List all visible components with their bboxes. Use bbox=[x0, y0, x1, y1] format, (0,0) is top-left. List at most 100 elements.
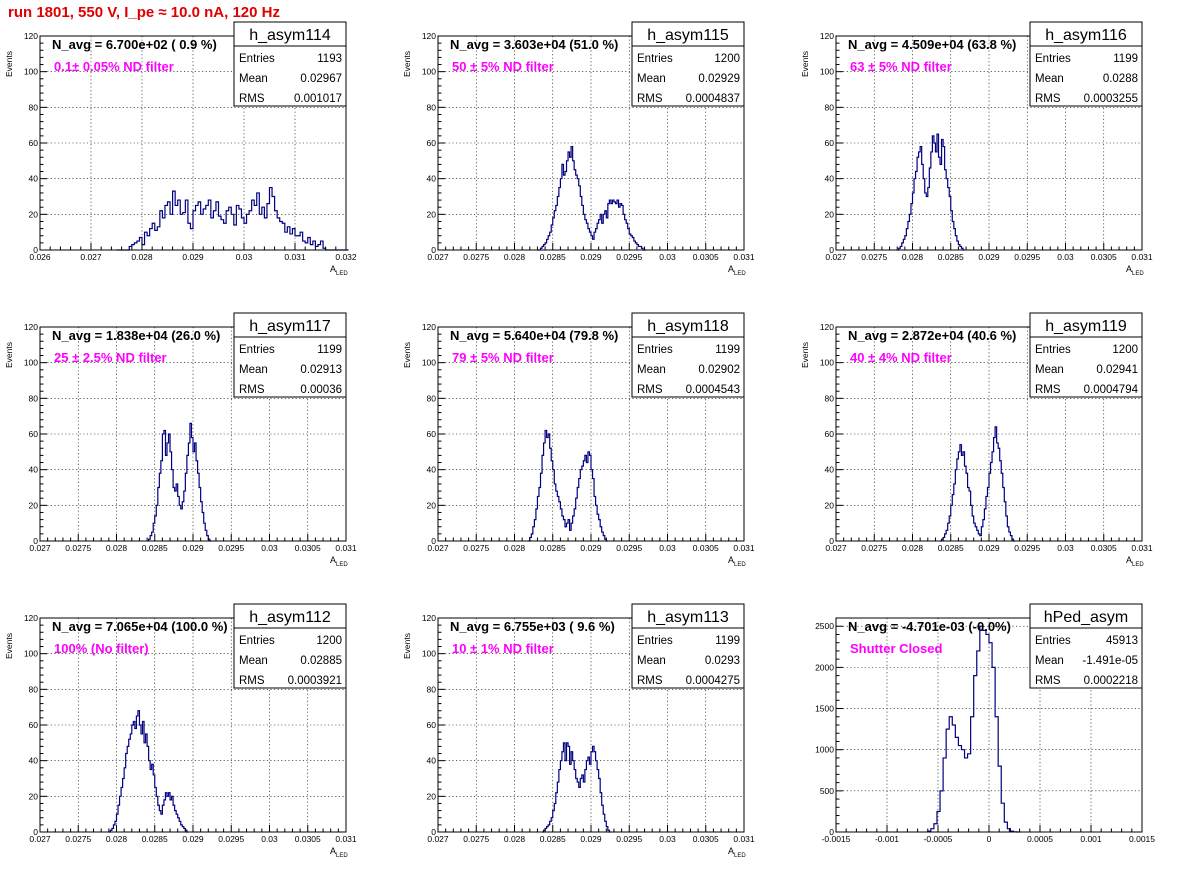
filter-label: 100% (No filter) bbox=[54, 641, 149, 656]
x-axis-label-sub: LED bbox=[336, 562, 348, 568]
x-tick-label: 0.0295 bbox=[1014, 543, 1040, 553]
filter-label: 79 ± 5% ND filter bbox=[452, 350, 554, 365]
y-tick-label: 60 bbox=[29, 429, 39, 439]
n-avg-label: N_avg = 5.640e+04 (79.8 %) bbox=[450, 328, 618, 343]
y-tick-label: 120 bbox=[820, 322, 834, 332]
x-tick-label: 0.03 bbox=[659, 834, 676, 844]
stats-label: Entries bbox=[637, 53, 673, 65]
y-axis-label: Events bbox=[4, 51, 14, 77]
stats-box bbox=[233, 336, 347, 398]
histogram-pad-h_asym115: 0.027 0.0275 0.028 0.0285 0.029 0.0295 0.03 0.0… bbox=[398, 0, 796, 291]
stats-value: 1200 bbox=[714, 53, 740, 65]
y-axis-label: Events bbox=[800, 342, 810, 368]
stats-label: RMS bbox=[637, 384, 663, 396]
histogram-h_asym118: 0.027 0.0275 0.028 0.0285 0.029 0.0295 0.03 0.0… bbox=[402, 312, 755, 568]
stats-label: RMS bbox=[239, 675, 265, 687]
n-avg-label: N_avg = 7.065e+04 (100.0 %) bbox=[52, 619, 228, 634]
x-tick-label: 0.028 bbox=[504, 834, 526, 844]
stats-value: 0.02913 bbox=[300, 364, 342, 376]
filter-label: 0.1± 0.05% ND filter bbox=[54, 59, 174, 74]
n-avg-label: N_avg = 6.700e+02 ( 0.9 %) bbox=[52, 37, 217, 52]
x-tick-label: 0.0015 bbox=[1129, 834, 1155, 844]
stats-title-box bbox=[631, 603, 745, 629]
filter-label: 63 ± 5% ND filter bbox=[850, 59, 952, 74]
x-tick-label: 0.0285 bbox=[142, 543, 168, 553]
x-tick-label: 0.032 bbox=[335, 252, 357, 262]
y-tick-label: 120 bbox=[24, 31, 38, 41]
stats-value: 0.00036 bbox=[300, 384, 342, 396]
x-tick-label: 0.027 bbox=[80, 252, 102, 262]
y-tick-label: 20 bbox=[29, 791, 39, 801]
stats-value: 0.02929 bbox=[698, 73, 740, 85]
histogram-h_asym115: 0.027 0.0275 0.028 0.0285 0.029 0.0295 0.03 0.0… bbox=[402, 21, 755, 277]
x-tick-label: 0.027 bbox=[29, 834, 51, 844]
stats-label: RMS bbox=[239, 93, 265, 105]
y-tick-label: 100 bbox=[422, 67, 436, 77]
y-axis-label: Events bbox=[402, 342, 412, 368]
stats-label: RMS bbox=[1035, 675, 1061, 687]
x-axis-label: ALED bbox=[330, 846, 348, 859]
stats-value: 1200 bbox=[1112, 344, 1138, 356]
x-tick-label: 0.028 bbox=[131, 252, 153, 262]
stats-label: Mean bbox=[637, 655, 666, 667]
x-tick-label: 0.027 bbox=[825, 543, 847, 553]
stats-title: h_asym114 bbox=[249, 27, 331, 44]
x-tick-label: 0.031 bbox=[284, 252, 306, 262]
x-tick-label: 0.0295 bbox=[616, 252, 642, 262]
n-avg-label: N_avg = 4.509e+04 (63.8 %) bbox=[848, 37, 1016, 52]
x-tick-label: 0.027 bbox=[825, 252, 847, 262]
x-tick-label: 0.028 bbox=[504, 543, 526, 553]
x-tick-label: 0.027 bbox=[29, 543, 51, 553]
histogram-line bbox=[927, 625, 1020, 833]
y-tick-label: 80 bbox=[825, 393, 835, 403]
y-tick-label: 60 bbox=[427, 138, 437, 148]
stats-label: Mean bbox=[239, 364, 268, 376]
stats-title-box bbox=[1029, 603, 1143, 629]
stats-value: 1200 bbox=[316, 635, 342, 647]
y-tick-label: 60 bbox=[825, 429, 835, 439]
x-tick-label: -0.001 bbox=[875, 834, 899, 844]
x-axis-label: ALED bbox=[330, 264, 348, 277]
stats-box bbox=[1029, 336, 1143, 398]
stats-label: Mean bbox=[637, 364, 666, 376]
y-tick-label: 40 bbox=[427, 465, 437, 475]
stats-label: Mean bbox=[239, 655, 268, 667]
y-tick-label: 40 bbox=[825, 174, 835, 184]
x-tick-label: 0.028 bbox=[902, 543, 924, 553]
filter-label: 25 ± 2.5% ND filter bbox=[54, 350, 167, 365]
y-tick-label: 40 bbox=[825, 465, 835, 475]
y-tick-label: 60 bbox=[427, 720, 437, 730]
filter-label: 10 ± 1% ND filter bbox=[452, 641, 554, 656]
y-tick-label: 100 bbox=[24, 649, 38, 659]
x-tick-label: 0.0295 bbox=[218, 543, 244, 553]
x-axis-label: ALED bbox=[728, 264, 746, 277]
y-tick-label: 40 bbox=[427, 174, 437, 184]
stats-box bbox=[631, 45, 745, 107]
run-title: run 1801, 550 V, I_pe ≈ 10.0 nA, 120 Hz bbox=[8, 4, 280, 21]
x-tick-label: 0.0275 bbox=[65, 543, 91, 553]
x-axis-label: ALED bbox=[728, 555, 746, 568]
x-tick-label: 0.0285 bbox=[540, 543, 566, 553]
x-tick-label: 0.0295 bbox=[616, 543, 642, 553]
y-tick-label: 20 bbox=[825, 209, 835, 219]
stats-value: 1199 bbox=[1113, 53, 1138, 65]
x-tick-label: 0.0295 bbox=[218, 834, 244, 844]
y-tick-label: 20 bbox=[427, 500, 437, 510]
stats-title-box bbox=[1029, 21, 1143, 47]
stats-label: Entries bbox=[1035, 344, 1071, 356]
x-tick-label: 0.03 bbox=[261, 834, 278, 844]
x-axis-label-sub: LED bbox=[734, 271, 746, 277]
x-axis-label: ALED bbox=[728, 846, 746, 859]
x-tick-label: 0.0305 bbox=[693, 252, 719, 262]
y-axis-label: Events bbox=[402, 51, 412, 77]
x-tick-label: 0.0305 bbox=[693, 834, 719, 844]
histogram-line bbox=[897, 133, 965, 251]
y-axis-label: Events bbox=[4, 633, 14, 659]
filter-label: 50 ± 5% ND filter bbox=[452, 59, 554, 74]
y-tick-label: 2500 bbox=[815, 621, 834, 631]
y-tick-label: 20 bbox=[29, 209, 39, 219]
x-tick-label: 0.031 bbox=[1131, 252, 1153, 262]
histogram-h_asym117: 0.027 0.0275 0.028 0.0285 0.029 0.0295 0.03 0.0… bbox=[4, 312, 357, 568]
stats-value: 0.001017 bbox=[294, 93, 342, 105]
y-tick-label: 120 bbox=[422, 322, 436, 332]
